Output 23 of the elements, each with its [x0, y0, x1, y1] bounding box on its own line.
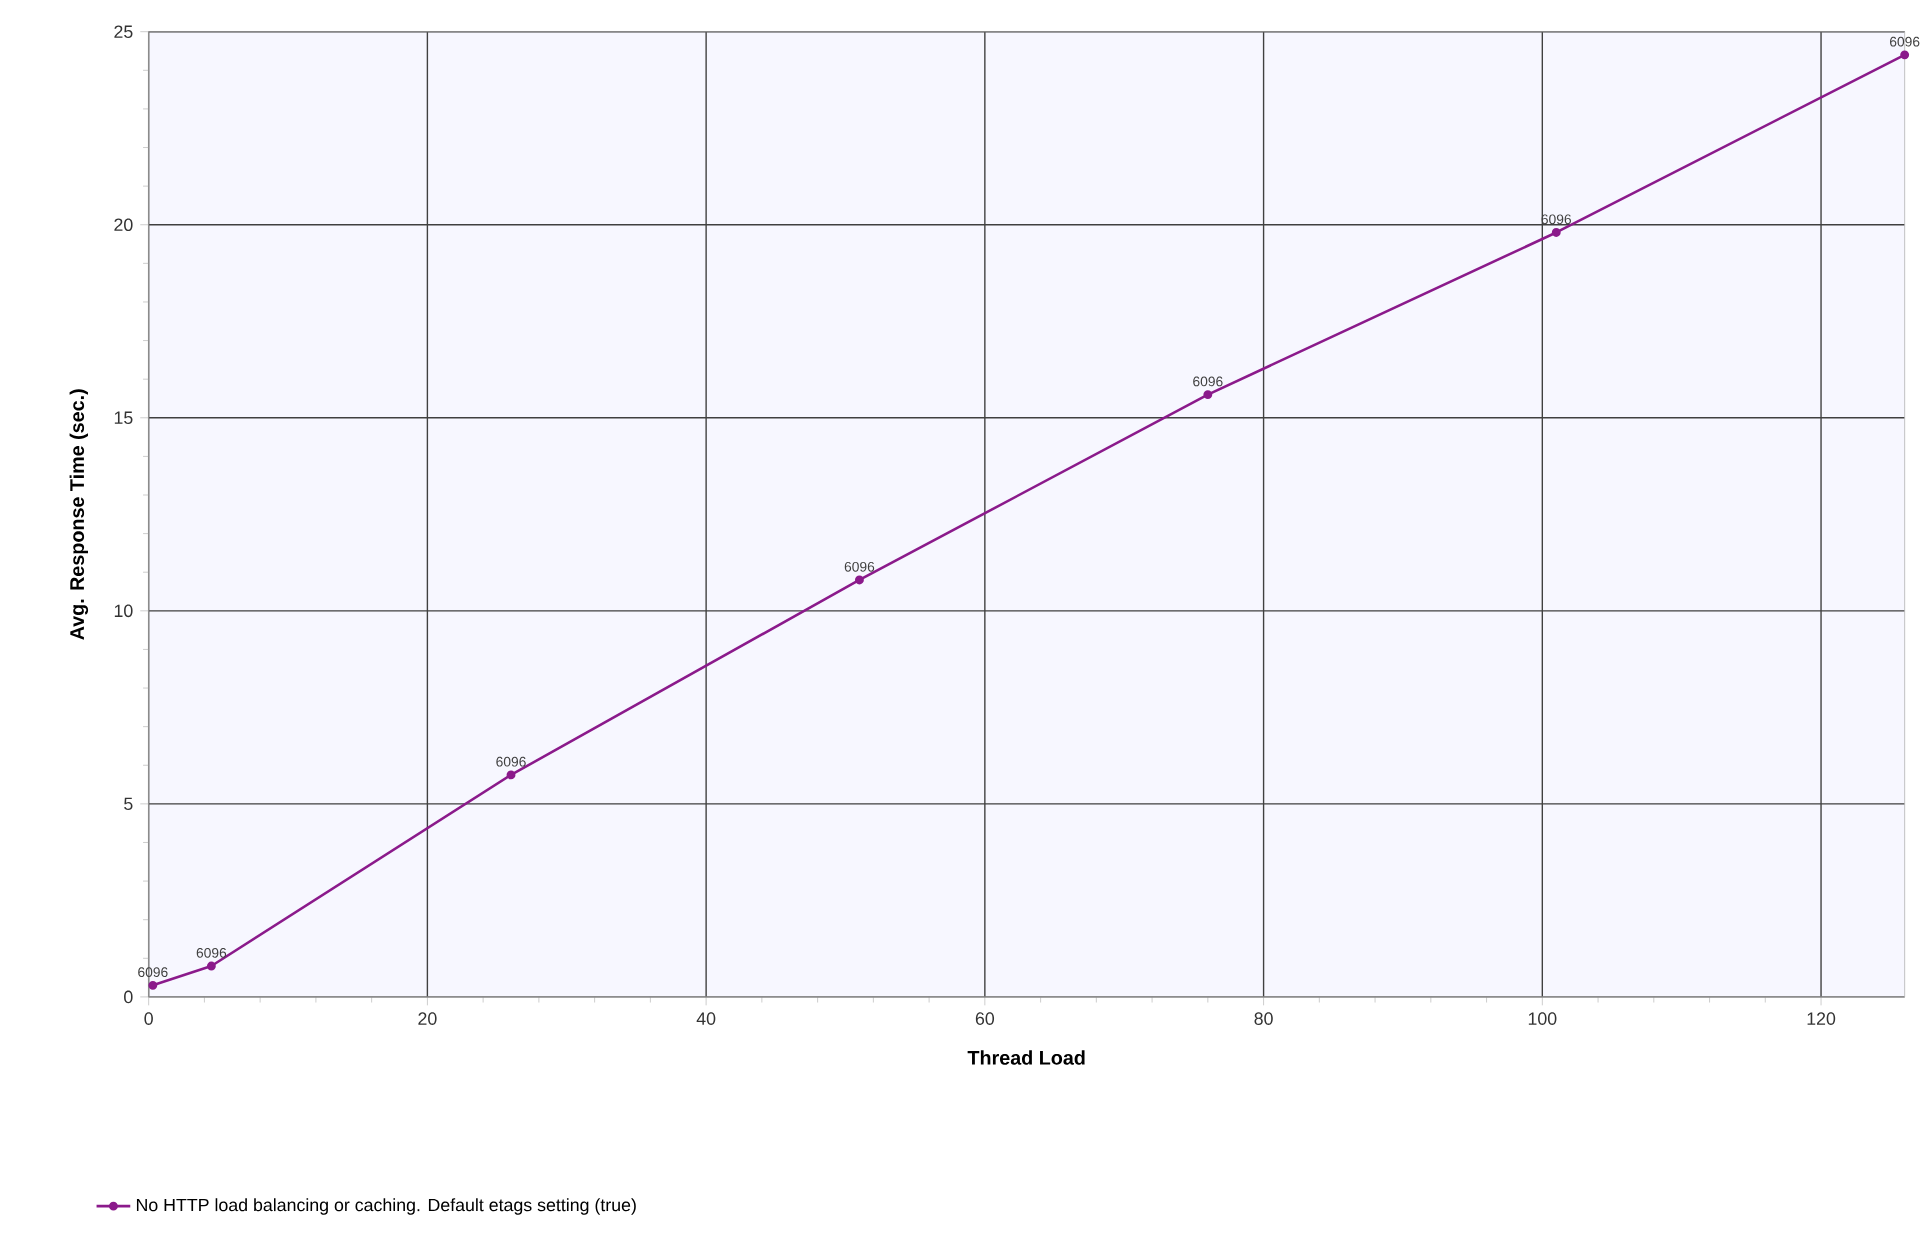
- x-axis-title: Thread Load: [967, 1049, 1085, 1065]
- x-tick-label: 40: [696, 1011, 716, 1025]
- x-tick-label: 60: [975, 1011, 995, 1025]
- legend-label: No HTTP load balancing or caching. Default etags setting (true): [136, 1197, 636, 1215]
- x-tick-label: 120: [1807, 1011, 1836, 1025]
- y-tick-label: 0: [124, 990, 133, 1003]
- x-tick-label: 20: [418, 1011, 437, 1025]
- x-tick-label: 100: [1528, 1011, 1557, 1025]
- point: [854, 575, 864, 585]
- y-tick-label: 15: [114, 411, 133, 424]
- point: [1551, 227, 1561, 237]
- y-tick-label: 10: [114, 604, 133, 617]
- point: [1900, 50, 1910, 59]
- x-tick-label: 80: [1254, 1011, 1273, 1025]
- point: [1203, 389, 1213, 399]
- y-tick-label: 5: [124, 797, 133, 810]
- y-axis-title: Avg. Response Time (sec.): [69, 388, 89, 640]
- y-tick-label: 20: [114, 218, 133, 231]
- x-tick-label: 0: [144, 1011, 153, 1025]
- point: [206, 961, 216, 971]
- point: [148, 980, 158, 990]
- y-tick-label: 25: [114, 25, 133, 38]
- point: [506, 770, 516, 780]
